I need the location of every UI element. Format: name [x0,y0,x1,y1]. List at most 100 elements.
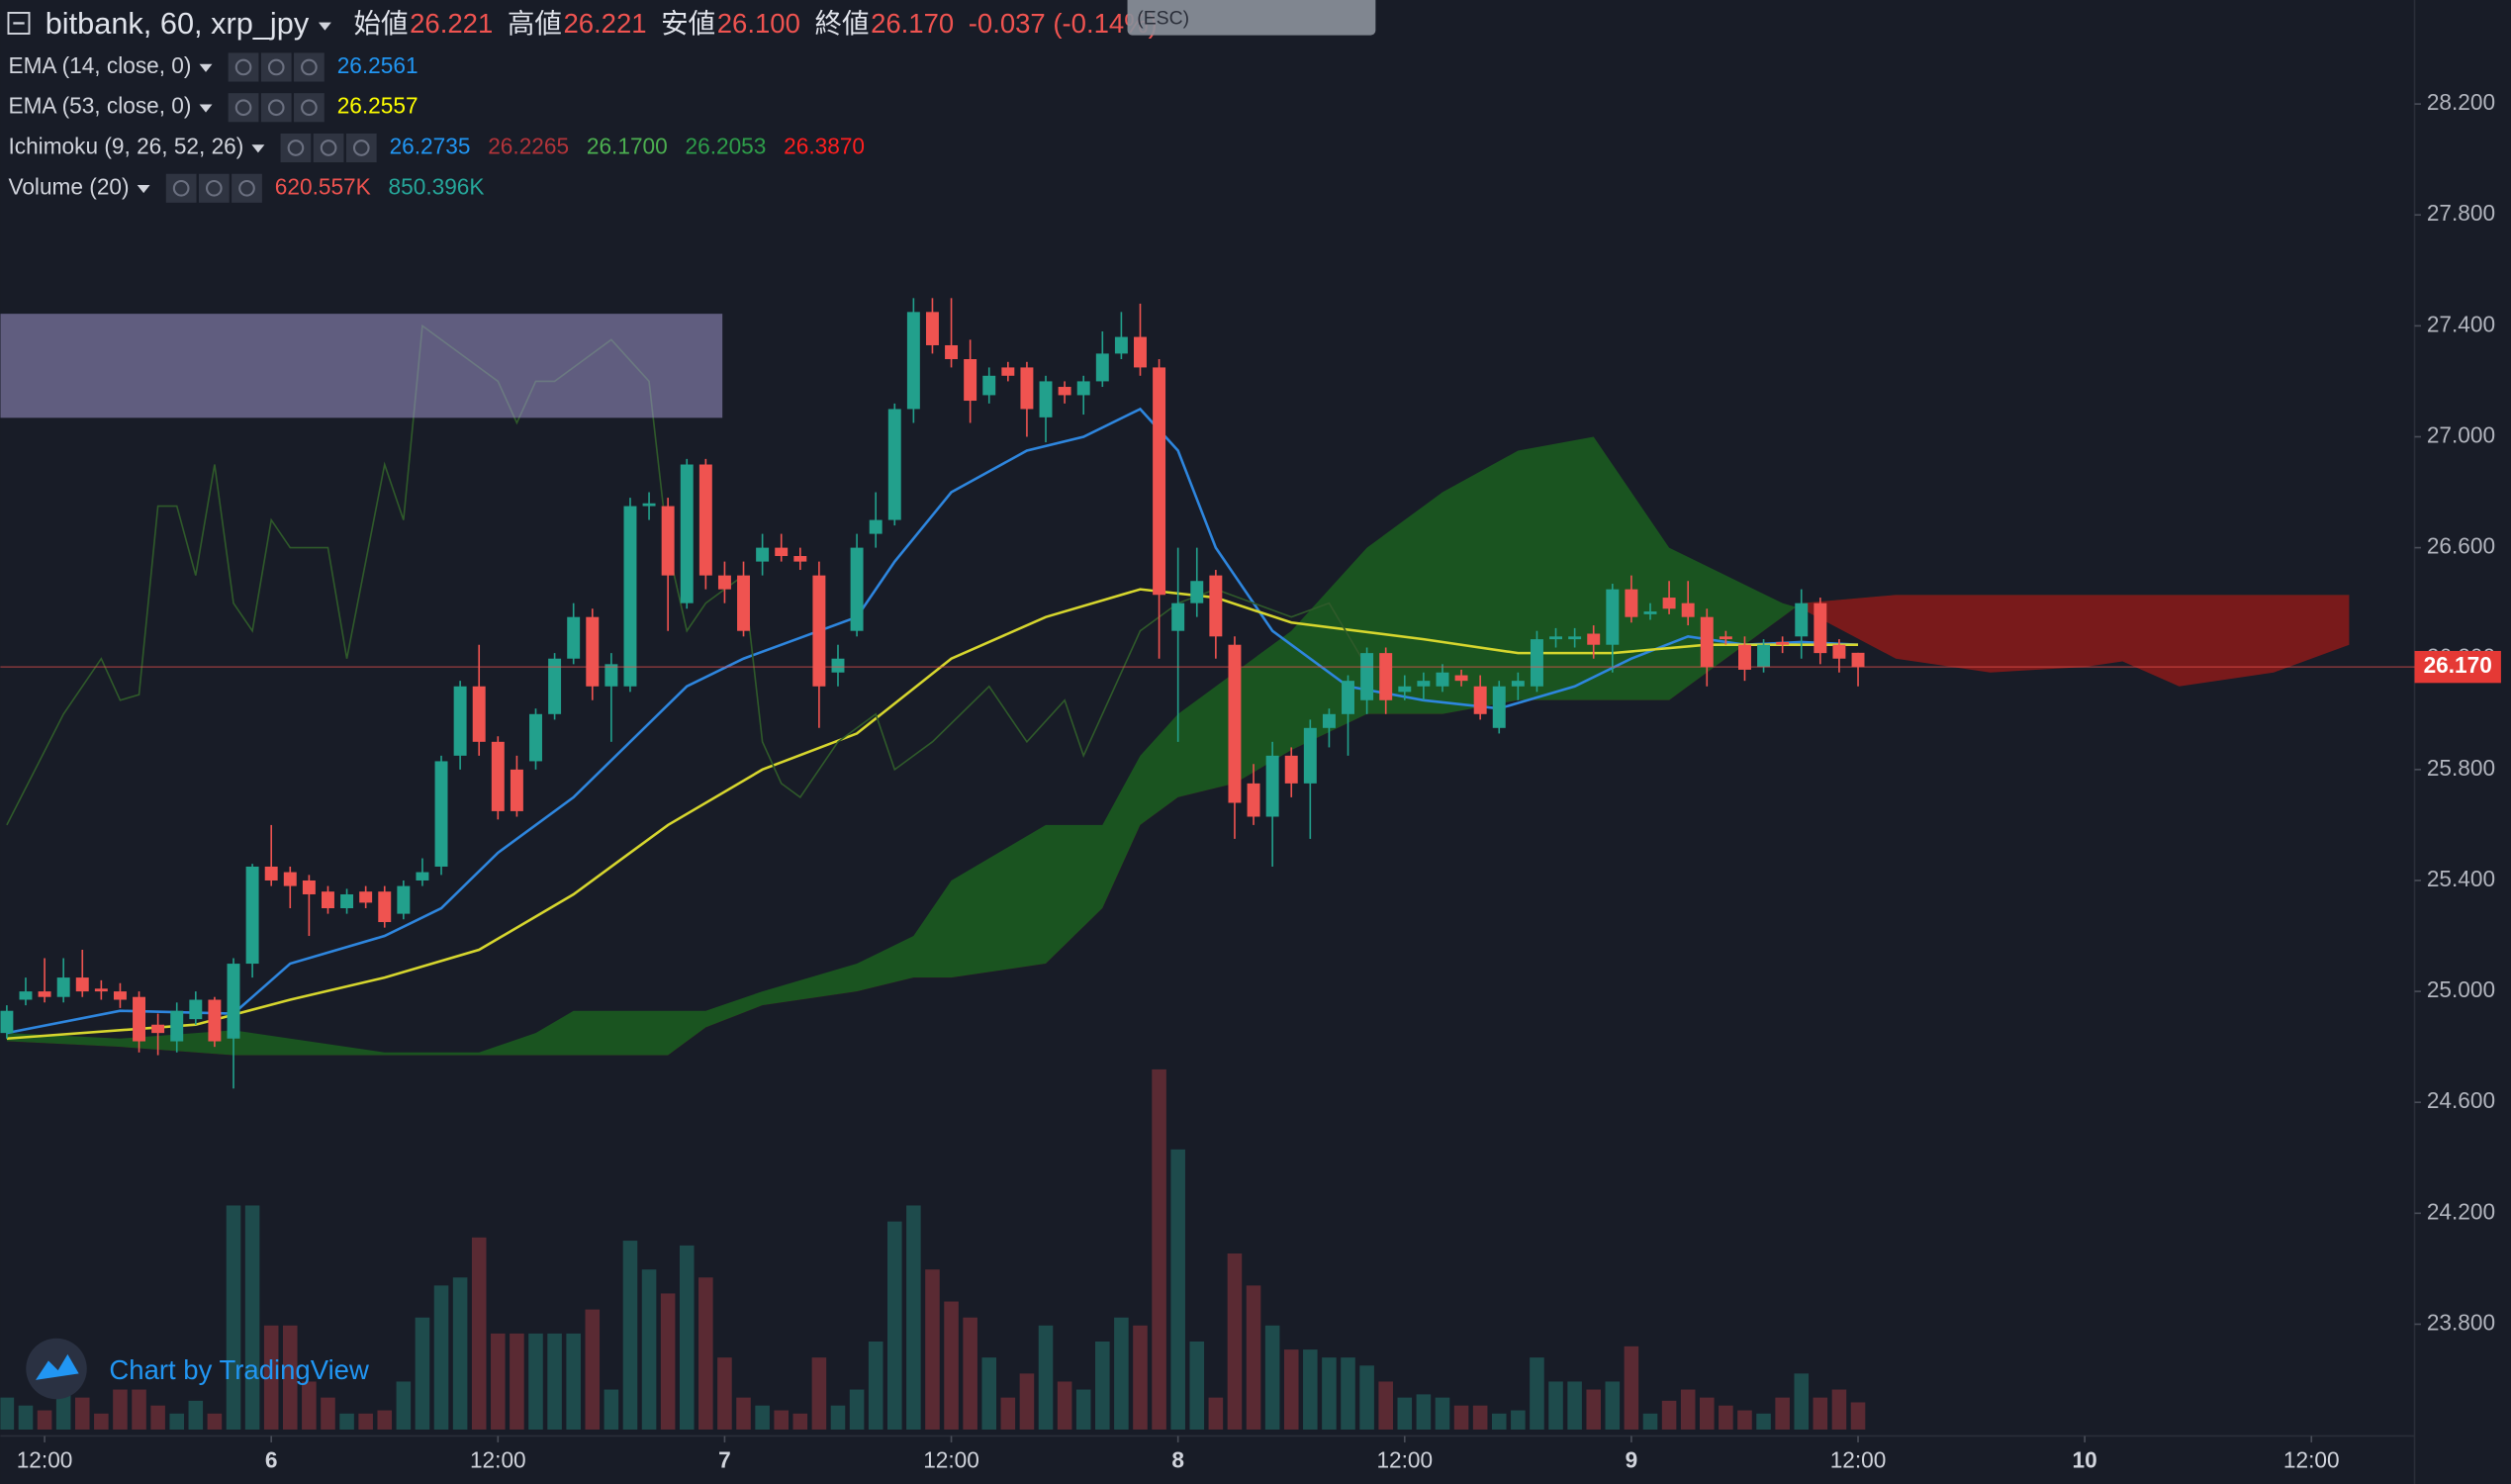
candle-body [661,506,675,576]
indicator-name[interactable]: Volume (20) [8,173,129,199]
candle-body [1001,367,1015,376]
candle-body [1832,644,1846,659]
indicator-name[interactable]: EMA (53, close, 0) [8,93,191,119]
candle-body [548,658,562,714]
candle-body [133,996,146,1042]
volume-bar [1453,1405,1469,1430]
volume-bar [906,1205,921,1430]
indicator-button[interactable] [280,133,312,163]
dropdown-arrow[interactable] [137,185,150,194]
indicator-button[interactable] [228,93,259,123]
volume-bar [755,1405,770,1430]
indicator-button[interactable] [294,93,325,123]
candle-body [964,358,977,402]
volume-bar [1397,1397,1413,1430]
candle-body [1228,644,1242,803]
volume-bar [1264,1325,1280,1430]
volume-bar [641,1269,657,1430]
ohlc-label: 終値 [814,8,869,39]
candle-body [698,464,712,576]
candle-body [264,866,278,881]
y-tick-label: 24.600 [2427,1087,2495,1113]
indicator-button-icon [267,99,285,117]
volume-bar [0,1397,15,1430]
indicator-button[interactable] [294,52,325,82]
indicator-button-icon [234,58,252,76]
volume-bar [321,1397,335,1430]
volume-bar [1246,1285,1261,1430]
candle-body [1265,755,1279,817]
candle-body [831,658,845,673]
x-tick-label: 12:00 [1376,1446,1433,1472]
tooltip-text: (ESC) [1137,8,1189,30]
candle-body [1473,686,1487,714]
volume-bar [925,1269,940,1430]
indicator-button-icon [205,179,223,197]
candle-body [1851,652,1865,668]
last-price-box [2414,650,2501,684]
candle-body [869,519,883,534]
indicator-button[interactable] [198,173,230,203]
candle-body [642,503,656,507]
volume-bar [1794,1373,1810,1430]
candle-body [227,964,240,1039]
indicator-button[interactable] [165,173,197,203]
indicator-button-icon [234,99,252,117]
indicator-name[interactable]: Ichimoku (9, 26, 52, 26) [8,133,243,158]
candle-body [1814,603,1827,654]
volume-bar [604,1389,619,1430]
x-tick-label: 6 [265,1446,278,1472]
indicator-button[interactable] [313,133,344,163]
x-tick-label: 8 [1171,1446,1184,1472]
volume-bar [1680,1389,1696,1430]
volume-bar [1075,1389,1091,1430]
volume-bar [396,1381,412,1430]
candle-body [1719,636,1732,640]
dropdown-arrow[interactable] [199,104,213,113]
watermark-text[interactable]: Chart by TradingView [109,1354,369,1385]
indicator-name[interactable]: EMA (14, close, 0) [8,52,191,78]
indicator-button[interactable] [260,93,292,123]
candle-body [1417,681,1431,687]
indicator-button[interactable] [345,133,377,163]
volume-bar [963,1317,977,1430]
volume-bar [849,1389,865,1430]
dropdown-arrow[interactable] [318,22,331,31]
volume-bar [698,1277,713,1430]
indicator-value: 620.557K [275,173,371,199]
x-tick-label: 12:00 [17,1446,73,1472]
candle-body [529,713,542,762]
volume-bar [188,1400,204,1430]
y-tick-label: 24.200 [2427,1198,2495,1224]
volume-bar [94,1413,109,1430]
candle-body [717,575,731,590]
volume-bar [1472,1405,1488,1430]
volume-bar [1341,1357,1355,1430]
volume-bar [1719,1405,1733,1430]
volume-bar [283,1325,298,1430]
candle-body [1587,633,1601,645]
candle-body [906,312,920,410]
candle-body [0,1010,14,1034]
dropdown-arrow[interactable] [199,63,213,72]
candle-body [982,375,996,396]
indicator-button[interactable] [232,173,262,203]
volume-bar [679,1245,695,1430]
symbol-title[interactable]: bitbank, 60, xrp_jpy [46,6,310,41]
collapse-toggle[interactable] [7,11,31,35]
indicator-button[interactable] [260,52,292,82]
volume-bar [660,1293,676,1430]
candle-body [245,866,259,965]
volume-bar [811,1357,827,1430]
volume-bar [622,1241,638,1430]
ohlc-label: 安値 [661,8,715,39]
indicator-button-icon [301,99,318,117]
volume-bar [830,1405,846,1430]
candle-body [151,1024,165,1034]
dropdown-arrow[interactable] [251,144,265,153]
candle-body [945,344,959,359]
volume-bar [169,1413,185,1430]
indicator-value: 26.3870 [784,133,865,158]
indicator-button[interactable] [228,52,259,82]
